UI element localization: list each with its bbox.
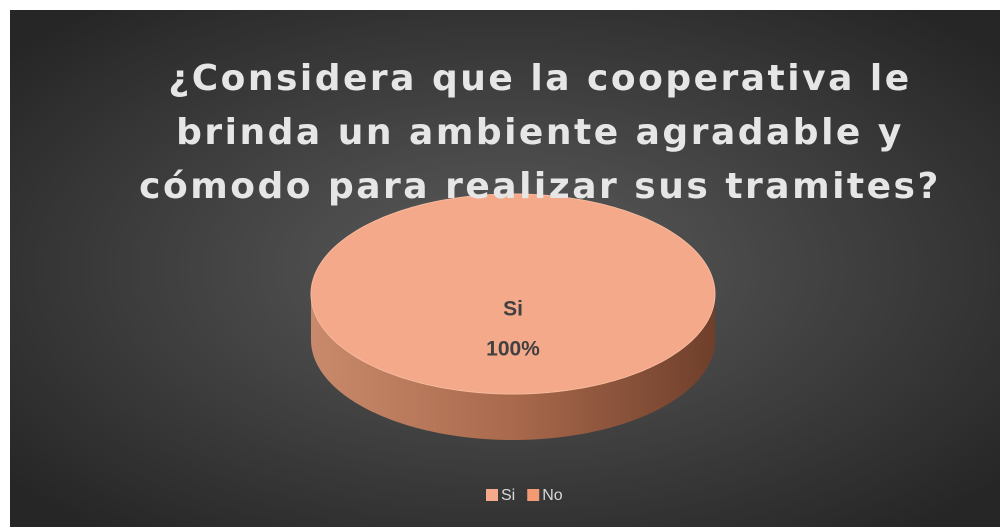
legend-label: Si	[501, 487, 515, 504]
data-label: 100%	[486, 338, 540, 361]
pie-slice	[310, 193, 716, 395]
legend-label: No	[542, 487, 563, 504]
legend-swatch	[527, 489, 540, 501]
legend-swatch	[486, 489, 498, 501]
chart-title: ¿Considera que la cooperativa le brinda …	[139, 58, 941, 207]
data-label-category: Si	[503, 298, 523, 321]
pie-slice-side	[311, 294, 715, 440]
